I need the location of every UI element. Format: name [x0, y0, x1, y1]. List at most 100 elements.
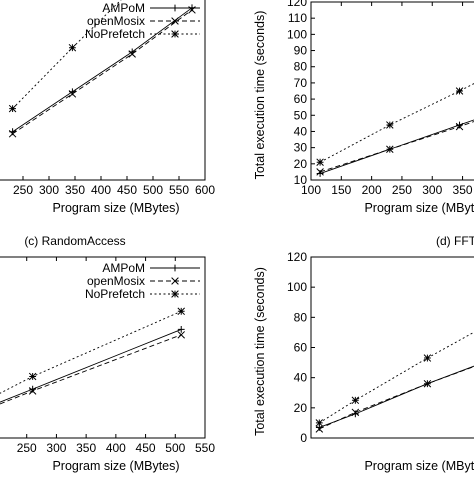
point-openmosix [386, 145, 394, 154]
point-openmosix [177, 331, 185, 339]
y-tick-label: 40 [294, 124, 308, 138]
series-line-ampom [319, 119, 474, 174]
legend-marker-openmosix [171, 277, 179, 285]
point-openmosix [28, 387, 37, 395]
point-noprefetch [386, 121, 394, 129]
y-tick-label: 120 [287, 250, 307, 264]
y-axis-label: Total execution time (seconds) [253, 11, 267, 180]
series-line-noprefetch [319, 331, 474, 424]
x-tick-label: 350 [76, 441, 96, 455]
y-tick-label: 0 [300, 431, 307, 445]
x-tick-label: 500 [143, 183, 163, 197]
y-tick-label: 60 [294, 92, 308, 106]
series-line-noprefetch [0, 310, 182, 394]
x-tick-label: 300 [46, 441, 66, 455]
series-group [0, 307, 185, 405]
series-group [8, 0, 196, 138]
x-tick-label: 250 [13, 183, 33, 197]
y-tick-label: 30 [294, 141, 308, 155]
x-tick-label: 200 [362, 183, 382, 197]
series-line-ampom [319, 365, 474, 428]
panel-caption: (c) RandomAccess [24, 234, 125, 248]
x-tick-label: 550 [169, 183, 189, 197]
y-tick-label: 80 [294, 310, 308, 324]
series-line-openmosix [319, 366, 474, 430]
legend-label-noprefetch: NoPrefetch [85, 27, 145, 41]
point-noprefetch [315, 419, 324, 427]
y-tick-label: 40 [294, 371, 308, 385]
y-tick-label: 60 [294, 341, 308, 355]
chart-panel-3: 250 300 350 400 450 500 550 Program size (MByte… [0, 256, 215, 473]
y-tick-label: 10 [294, 173, 308, 187]
x-axis-label: Program size (MBytes) [52, 201, 179, 215]
legend-label-noprefetch: NoPrefetch [85, 287, 145, 301]
plot-frame [0, 256, 206, 439]
legend-marker-ampom [171, 264, 179, 272]
series-group [316, 83, 474, 177]
point-noprefetch [351, 396, 360, 405]
point-openmosix [316, 168, 324, 176]
legend-label-openmosix: openMosix [87, 14, 145, 28]
plot-frame [310, 256, 474, 439]
y-tick-label: 120 [287, 0, 307, 9]
legend-marker-openmosix [171, 17, 179, 25]
panel-caption: (d) FFT [436, 234, 474, 248]
x-tick-label: 250 [17, 441, 37, 455]
series-line-noprefetch [319, 83, 474, 163]
point-noprefetch [8, 104, 17, 113]
x-tick-label: 450 [136, 441, 156, 455]
y-tick-label: 100 [287, 280, 307, 294]
x-tick-label: 350 [65, 183, 85, 197]
x-axis-label: Program size (MBytes) [364, 201, 474, 215]
chart-panel-4: 0 20 40 60 80 100 120 Program size (MBytes) Tota… [253, 250, 474, 473]
x-axis-label: Program size (MBytes) [52, 459, 179, 473]
y-tick-label: 90 [294, 44, 308, 58]
point-ampom [177, 326, 185, 333]
series-line-ampom [0, 328, 182, 403]
point-openmosix [423, 379, 432, 388]
legend-marker-noprefetch [171, 30, 179, 38]
x-tick-label: 350 [453, 183, 473, 197]
plot-frame [310, 1, 474, 181]
y-tick-label: 20 [294, 401, 308, 415]
legend-label-ampom: AMPoM [102, 261, 145, 275]
point-noprefetch [455, 87, 464, 95]
x-axis-label: Program size (MBytes) [364, 459, 474, 473]
point-noprefetch [28, 372, 37, 381]
point-openmosix [315, 425, 324, 433]
point-openmosix [68, 90, 77, 98]
legend-label-ampom: AMPoM [102, 1, 145, 15]
point-noprefetch [177, 307, 185, 316]
point-openmosix [351, 408, 360, 417]
series-line-openmosix [12, 9, 193, 135]
point-openmosix [8, 130, 17, 138]
chart-panel-1: 250 300 350 400 450 500 550 600 Program size (MB… [0, 0, 215, 215]
legend-marker-ampom [171, 4, 179, 12]
y-tick-label: 100 [287, 27, 307, 41]
x-tick-label: 550 [195, 441, 215, 455]
point-openmosix [455, 122, 464, 131]
chart-panel-2: 1001502002503003504001020304050607080901… [253, 0, 474, 215]
legend-label-openmosix: openMosix [87, 274, 145, 288]
y-tick-label: 80 [294, 60, 308, 74]
legend-marker-noprefetch [171, 290, 179, 298]
point-openmosix [128, 50, 136, 58]
series-line-openmosix [319, 121, 474, 173]
x-tick-label: 500 [165, 441, 185, 455]
series-line-openmosix [0, 334, 182, 405]
series-line-noprefetch [12, 0, 122, 109]
y-axis-label: Total execution time (seconds) [253, 267, 267, 436]
y-tick-label: 70 [294, 76, 308, 90]
y-tick-label: 20 [294, 157, 308, 171]
x-tick-label: 600 [195, 183, 215, 197]
y-tick-label: 50 [294, 108, 308, 122]
x-tick-label: 150 [331, 183, 351, 197]
series-group [315, 331, 474, 433]
point-noprefetch [68, 43, 77, 52]
series-line-ampom [12, 7, 193, 133]
x-tick-label: 300 [39, 183, 59, 197]
